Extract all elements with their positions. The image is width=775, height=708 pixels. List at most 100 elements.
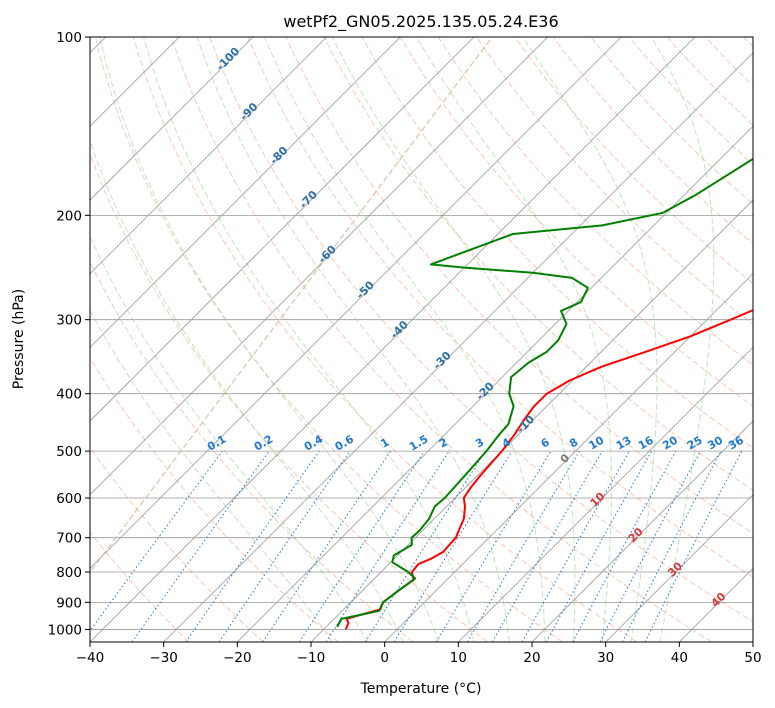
y-tick-label: 900 (56, 595, 82, 611)
mixing-ratio-line (325, 450, 450, 642)
dry-adiabat (285, 37, 753, 535)
y-tick-label: 200 (56, 208, 82, 224)
isotherm (679, 567, 753, 642)
dry-adiabat (247, 37, 753, 578)
dry-adiabat (90, 531, 190, 642)
y-tick-label: 500 (56, 444, 82, 460)
moist-adiabat (196, 37, 510, 642)
isotherm-label: -20 (474, 379, 497, 402)
isotherm (90, 37, 401, 348)
dry-adiabat (90, 446, 264, 642)
dry-adiabat (399, 37, 753, 407)
mixing-ratio-line (218, 450, 351, 642)
isotherm-label: -90 (237, 100, 260, 123)
isotherm-label: 0 (558, 451, 573, 466)
dry-adiabat (514, 37, 753, 285)
line-labels: 0.1 0.2 0.4 0.6 1 1.5 2 3 4 6 8 10 13 16 20 25 30 36-100-… (205, 44, 746, 609)
isotherm-label: 10 (588, 490, 608, 510)
saturation-line (90, 37, 493, 574)
x-tick-label: −40 (76, 650, 105, 666)
mixing-ratio-line (545, 450, 653, 642)
dry-adiabat (171, 37, 712, 642)
moist-adiabat (416, 37, 612, 642)
isotherm-label: -50 (354, 278, 377, 301)
y-axis-label: Pressure (hPa) (11, 289, 27, 389)
moist-adiabat (90, 309, 333, 642)
isotherm (90, 37, 696, 642)
sounding-profiles (336, 157, 753, 630)
moist-adiabat (90, 234, 369, 642)
dry-adiabat (90, 356, 339, 642)
isotherm-label: 30 (665, 559, 685, 579)
isotherm (90, 37, 254, 201)
axis-ticks: −40 −30 −20 −10 0 10 20 30 40 5010020030040050060… (48, 30, 762, 666)
moist-adiabat (522, 37, 658, 642)
mixing-ratio-label: 13 (614, 434, 634, 453)
isotherm (384, 273, 753, 642)
dry-adiabat (743, 37, 753, 48)
isotherm-label: -100 (214, 44, 243, 73)
y-tick-label: 1000 (48, 622, 82, 638)
x-tick-label: −10 (297, 650, 326, 666)
plot-frame (89, 36, 754, 643)
mixing-ratio-label: 30 (705, 433, 725, 452)
mixing-ratio-label: 1.5 (407, 433, 430, 454)
mixing-ratio-label: 2 (437, 436, 450, 451)
chart-title: wetPf2_GN05.2025.135.05.24.E36 (283, 12, 558, 32)
y-tick-label: 400 (56, 387, 82, 403)
mixing-ratio-line (131, 450, 270, 642)
mixing-ratio-label: 36 (726, 433, 746, 452)
isotherm (90, 37, 327, 275)
dry-adiabat (132, 37, 638, 642)
mixing-ratio-line (521, 450, 630, 642)
mixing-ratio-line (298, 450, 425, 642)
mixing-ratio-line (185, 450, 320, 642)
isotherm (531, 420, 753, 642)
mixing-ratio-line (467, 450, 580, 642)
isotherm (90, 37, 475, 422)
y-tick-label: 300 (56, 313, 82, 329)
moist-adiabat (99, 37, 439, 642)
dewpoint-profile (336, 157, 753, 628)
dry-adiabat (90, 260, 414, 642)
isotherm (310, 199, 753, 642)
mixing-ratio-line (90, 450, 223, 632)
mixing-ratio-label: 16 (636, 433, 656, 452)
isotherm-label: 40 (709, 590, 729, 610)
isotherm-label: -80 (267, 144, 290, 167)
mixing-ratio-label: 1 (378, 436, 391, 451)
x-tick-label: 10 (450, 650, 467, 666)
isotherm-label: 20 (626, 525, 646, 545)
y-tick-label: 800 (56, 565, 82, 581)
mixing-ratio-line (599, 450, 701, 642)
isotherm-label: -30 (431, 349, 454, 372)
moist-adiabat (90, 139, 404, 642)
mixing-ratio-line (491, 450, 603, 642)
x-axis-label: Temperature (°C) (360, 681, 482, 697)
isotherm (237, 125, 753, 642)
isotherm (605, 494, 753, 642)
isotherm (163, 52, 753, 642)
mixing-ratio-label: 3 (473, 436, 486, 451)
isotherm (752, 641, 753, 642)
x-tick-label: −20 (223, 650, 252, 666)
mixing-ratio-line (435, 450, 552, 642)
x-tick-label: 30 (597, 650, 614, 666)
mixing-ratio-label: 0.6 (333, 432, 357, 453)
x-tick-label: 50 (744, 650, 761, 666)
mixing-ratio-line (572, 450, 677, 642)
isotherm (458, 346, 753, 642)
mixing-ratio-label: 6 (539, 435, 552, 450)
dry-adiabat (90, 152, 488, 642)
y-tick-label: 100 (56, 30, 82, 46)
mixing-ratio-line (364, 450, 486, 642)
dry-adiabat (704, 37, 753, 87)
isotherm (90, 37, 622, 569)
dry-adiabat (209, 37, 753, 623)
thermodynamic-background-lines (90, 37, 753, 642)
x-tick-label: 40 (671, 650, 688, 666)
y-tick-label: 600 (56, 491, 82, 507)
x-tick-label: −30 (149, 650, 178, 666)
isotherm (90, 37, 548, 496)
